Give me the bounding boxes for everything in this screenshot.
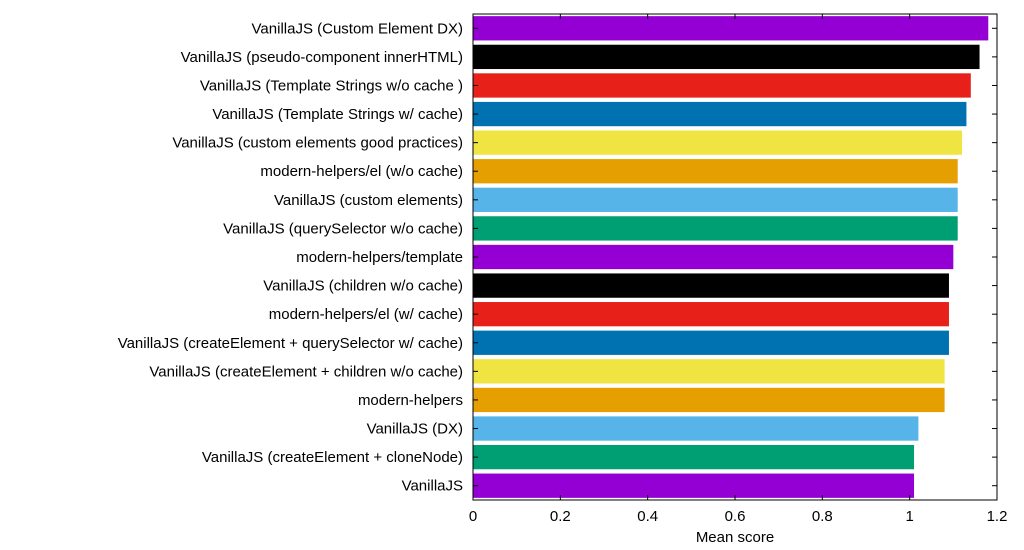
x-axis-ticks-group: 0 0.2 0.4 0.6 0.8 1 1.2 (469, 14, 1008, 525)
category-label: VanillaJS (pseudo-component innerHTML) (181, 49, 463, 66)
bar (473, 130, 963, 155)
bar (473, 159, 958, 184)
bar (473, 387, 945, 413)
bar (473, 73, 971, 98)
bar (473, 101, 967, 127)
category-label: VanillaJS (DX) (367, 421, 463, 438)
category-label: VanillaJS (querySelector w/o cache) (223, 220, 463, 237)
x-tick-label: 0.4 (637, 508, 658, 525)
bar (473, 473, 915, 498)
x-tick-label: 0 (469, 508, 477, 525)
bar (473, 44, 980, 70)
x-tick-label: 0.8 (812, 508, 833, 525)
category-label: modern-helpers (358, 392, 463, 409)
bar (473, 330, 949, 355)
bar (473, 273, 949, 298)
bar (473, 359, 945, 384)
category-label: VanillaJS (Template Strings w/ cache) (212, 106, 463, 123)
category-label: modern-helpers/template (296, 249, 463, 266)
category-label: VanillaJS (custom elements) (274, 192, 463, 209)
bar (473, 16, 989, 41)
category-label: VanillaJS (custom elements good practice… (172, 135, 463, 152)
category-label: VanillaJS (Custom Element DX) (252, 20, 463, 37)
bar (473, 302, 949, 327)
bar (473, 416, 919, 441)
bar (473, 444, 915, 470)
x-tick-label: 1.2 (987, 508, 1008, 525)
bar (473, 187, 958, 212)
category-label: VanillaJS (createElement + cloneNode) (202, 449, 463, 466)
category-label: VanillaJS (402, 478, 463, 495)
category-label: modern-helpers/el (w/o cache) (260, 163, 463, 180)
x-tick-label: 1 (905, 508, 913, 525)
category-label: modern-helpers/el (w/ cache) (269, 306, 463, 323)
bar (473, 216, 958, 241)
x-tick-label: 0.2 (550, 508, 571, 525)
category-label: VanillaJS (createElement + children w/o … (149, 363, 463, 380)
bar (473, 244, 954, 270)
category-label: VanillaJS (children w/o cache) (263, 278, 463, 295)
category-labels-group: VanillaJS (Custom Element DX) VanillaJS (… (118, 20, 463, 494)
x-axis-label: Mean score (696, 529, 774, 546)
bars-group (473, 16, 989, 498)
x-tick-label: 0.6 (725, 508, 746, 525)
category-label: VanillaJS (Template Strings w/o cache ) (200, 77, 463, 94)
category-label: VanillaJS (createElement + querySelector… (118, 335, 463, 352)
